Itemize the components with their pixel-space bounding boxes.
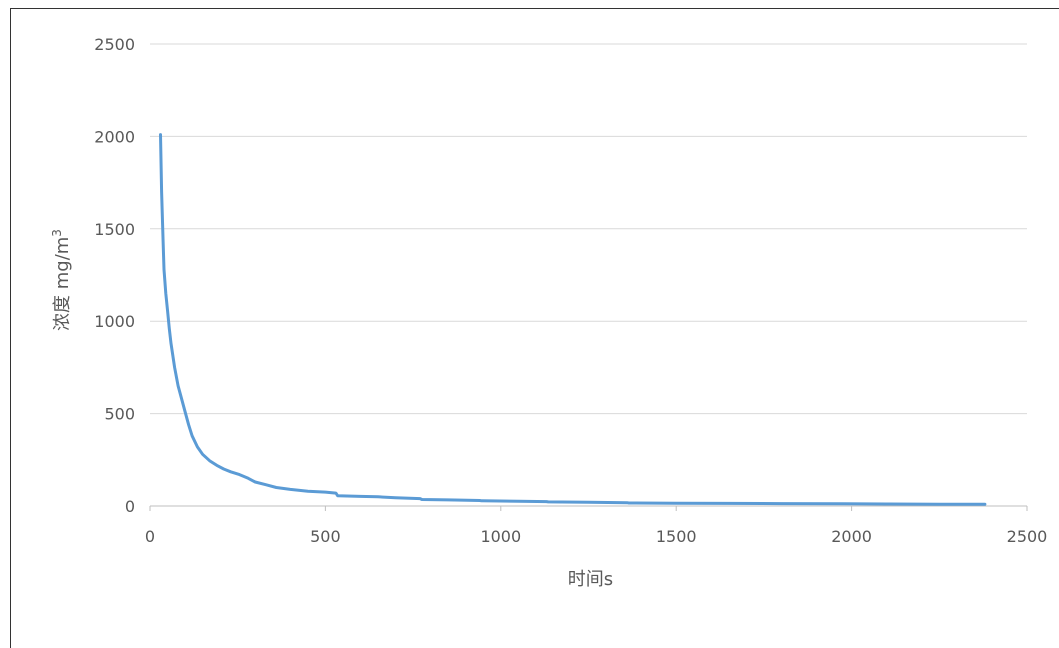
y-tick-label: 500 bbox=[104, 405, 135, 424]
x-tick-label: 500 bbox=[310, 527, 341, 546]
y-axis-title: 浓度 mg/m3 bbox=[50, 229, 73, 331]
y-tick-label: 1000 bbox=[94, 312, 135, 331]
chart-frame bbox=[10, 8, 1059, 648]
x-tick-label: 0 bbox=[145, 527, 155, 546]
y-tick-label: 2500 bbox=[94, 35, 135, 54]
x-tick-label: 2000 bbox=[831, 527, 872, 546]
x-axis-title: 时间s bbox=[568, 569, 613, 590]
axes bbox=[149, 505, 1028, 511]
x-tick-label: 1500 bbox=[656, 527, 697, 546]
tick-labels: 0 500 1000 1500 2000 2500 0 500 1000 1500 2000 2500 bbox=[94, 35, 1047, 546]
x-tick-label: 2500 bbox=[1007, 527, 1048, 546]
series bbox=[159, 133, 987, 506]
y-tick-label: 1500 bbox=[94, 220, 135, 239]
series-line bbox=[159, 133, 987, 506]
gridlines bbox=[150, 43, 1027, 415]
y-tick-label: 0 bbox=[125, 497, 135, 516]
y-tick-label: 2000 bbox=[94, 127, 135, 146]
line-chart: 0 500 1000 1500 2000 2500 0 500 1000 1500 2000 2500… bbox=[50, 35, 1047, 590]
x-tick-label: 1000 bbox=[480, 527, 521, 546]
